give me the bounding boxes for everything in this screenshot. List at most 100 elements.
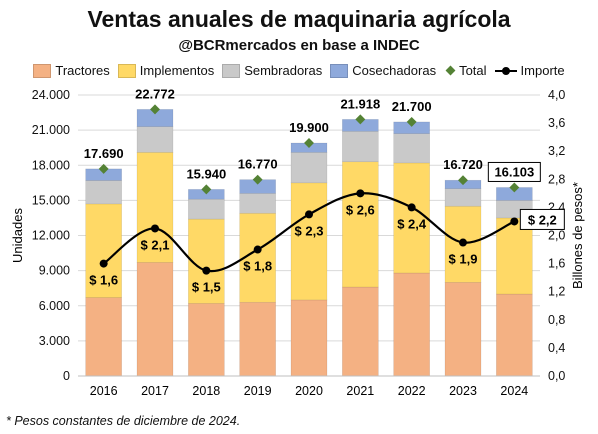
total-label-box bbox=[487, 161, 541, 182]
y2-tick-label: 1,2 bbox=[548, 285, 565, 299]
bar-sembradoras-2021 bbox=[342, 130, 379, 163]
y-tick-label: 12.000 bbox=[32, 229, 70, 243]
y-tick-label: 3.000 bbox=[39, 334, 70, 348]
importe-label-box bbox=[519, 208, 565, 230]
x-tick-label: 2016 bbox=[90, 384, 118, 398]
bar-sembradoras-2016 bbox=[85, 180, 122, 205]
importe-point bbox=[356, 189, 365, 198]
y-tick-label: 0 bbox=[63, 369, 70, 383]
legend-item-importe: Importe bbox=[494, 63, 565, 78]
x-tick-label: 2020 bbox=[295, 384, 323, 398]
bar-implementos-2018 bbox=[188, 218, 225, 304]
x-tick-label: 2018 bbox=[192, 384, 220, 398]
y2-tick-label: 2,8 bbox=[548, 172, 565, 186]
y2-tick-label: 0,8 bbox=[548, 313, 565, 327]
x-tick-label: 2024 bbox=[500, 384, 528, 398]
total-label: 16.770 bbox=[238, 157, 278, 172]
bar-implementos-2016 bbox=[85, 203, 122, 298]
total-label: 21.918 bbox=[340, 96, 380, 111]
legend-swatch-tractores bbox=[33, 63, 52, 78]
bar-implementos-2020 bbox=[290, 182, 328, 301]
total-marker bbox=[150, 104, 160, 115]
bar-sembradoras-2020 bbox=[290, 152, 328, 184]
y-axis-title: Unidades bbox=[10, 208, 25, 263]
importe-label: $ 2,2 bbox=[528, 212, 557, 227]
bar-implementos-2021 bbox=[342, 161, 379, 288]
legend-label-sembradoras: Sembradoras bbox=[244, 63, 323, 78]
bar-sembradoras-2018 bbox=[188, 198, 225, 220]
total-label: 16.720 bbox=[443, 157, 483, 172]
importe-label: $ 2,3 bbox=[295, 223, 324, 238]
importe-point bbox=[510, 217, 519, 226]
chart-subtitle: @BCRmercados en base a INDEC bbox=[178, 37, 420, 54]
importe-label: $ 2,6 bbox=[346, 202, 375, 217]
legend-item-cosechadoras: Cosechadoras bbox=[330, 63, 436, 78]
bar-tractores-2017 bbox=[136, 262, 174, 377]
total-label: 21.700 bbox=[392, 99, 432, 114]
bar-sembradoras-2017 bbox=[136, 126, 174, 153]
legend-label-total: Total bbox=[459, 63, 487, 78]
importe-point bbox=[305, 210, 313, 219]
legend-label-implementos: Implementos bbox=[139, 63, 215, 78]
y2-tick-label: 1,6 bbox=[548, 257, 565, 271]
bar-implementos-2022 bbox=[393, 162, 430, 274]
legend-item-tractores: Tractores bbox=[33, 63, 110, 78]
bar-implementos-2024 bbox=[496, 217, 533, 295]
x-tick-label: 2019 bbox=[244, 384, 272, 398]
bar-sembradoras-2023 bbox=[444, 188, 482, 207]
importe-label: $ 2,4 bbox=[397, 216, 427, 231]
x-tick-label: 2023 bbox=[449, 384, 477, 398]
bar-tractores-2020 bbox=[290, 299, 328, 377]
chart-legend: Tractores Implementos Sembradoras Cosech… bbox=[0, 63, 598, 78]
total-label: 22.772 bbox=[135, 86, 175, 101]
importe-label: $ 1,5 bbox=[192, 280, 221, 295]
total-label: 17.690 bbox=[84, 146, 124, 161]
bar-tractores-2019 bbox=[239, 301, 276, 377]
importe-point bbox=[151, 224, 159, 233]
legend-swatch-cosechadoras bbox=[330, 63, 349, 78]
total-label: 19.900 bbox=[289, 120, 329, 135]
importe-label: $ 1,8 bbox=[243, 259, 272, 274]
bar-tractores-2016 bbox=[85, 297, 122, 377]
bar-implementos-2017 bbox=[136, 152, 174, 263]
y-tick-label: 21.000 bbox=[32, 123, 70, 137]
y2-tick-label: 0,4 bbox=[548, 341, 565, 355]
x-tick-label: 2021 bbox=[346, 384, 374, 398]
chart-footnote: * Pesos constantes de diciembre de 2024. bbox=[6, 414, 241, 428]
x-tick-label: 2017 bbox=[141, 384, 169, 398]
legend-marker-importe bbox=[494, 65, 517, 77]
importe-point bbox=[253, 245, 262, 254]
y2-tick-label: 2,0 bbox=[548, 229, 565, 243]
legend-swatch-sembradoras bbox=[222, 63, 241, 78]
y-tick-label: 6.000 bbox=[39, 299, 70, 313]
legend-item-total: Total bbox=[444, 63, 487, 78]
importe-label: $ 1,9 bbox=[449, 252, 478, 267]
y2-tick-label: 3,6 bbox=[548, 116, 565, 130]
bar-tractores-2018 bbox=[188, 303, 225, 377]
x-tick-label: 2022 bbox=[398, 384, 426, 398]
bar-sembradoras-2019 bbox=[239, 193, 276, 214]
total-label: 15.940 bbox=[186, 166, 226, 181]
total-marker bbox=[304, 138, 314, 148]
total-marker bbox=[98, 163, 109, 174]
legend-label-importe: Importe bbox=[520, 63, 565, 78]
importe-point bbox=[202, 266, 211, 275]
y-tick-label: 18.000 bbox=[32, 158, 70, 172]
bar-sembradoras-2022 bbox=[393, 133, 430, 164]
y2-tick-label: 0,0 bbox=[548, 369, 565, 383]
bar-tractores-2024 bbox=[496, 293, 533, 377]
bar-tractores-2021 bbox=[342, 286, 379, 377]
y2-tick-label: 4,0 bbox=[548, 88, 565, 102]
importe-label: $ 1,6 bbox=[89, 273, 118, 288]
legend-item-sembradoras: Sembradoras bbox=[222, 63, 322, 78]
y-tick-label: 9.000 bbox=[39, 264, 70, 278]
importe-point bbox=[407, 203, 416, 212]
y2-tick-label: 3,2 bbox=[548, 144, 565, 158]
total-marker bbox=[458, 175, 468, 186]
y-tick-label: 15.000 bbox=[32, 193, 70, 207]
chart-title: Ventas anuales de maquinaria agrícola bbox=[87, 6, 511, 32]
legend-label-cosechadoras: Cosechadoras bbox=[352, 63, 437, 78]
legend-swatch-implementos bbox=[117, 63, 136, 78]
total-label: 16.103 bbox=[494, 164, 534, 179]
